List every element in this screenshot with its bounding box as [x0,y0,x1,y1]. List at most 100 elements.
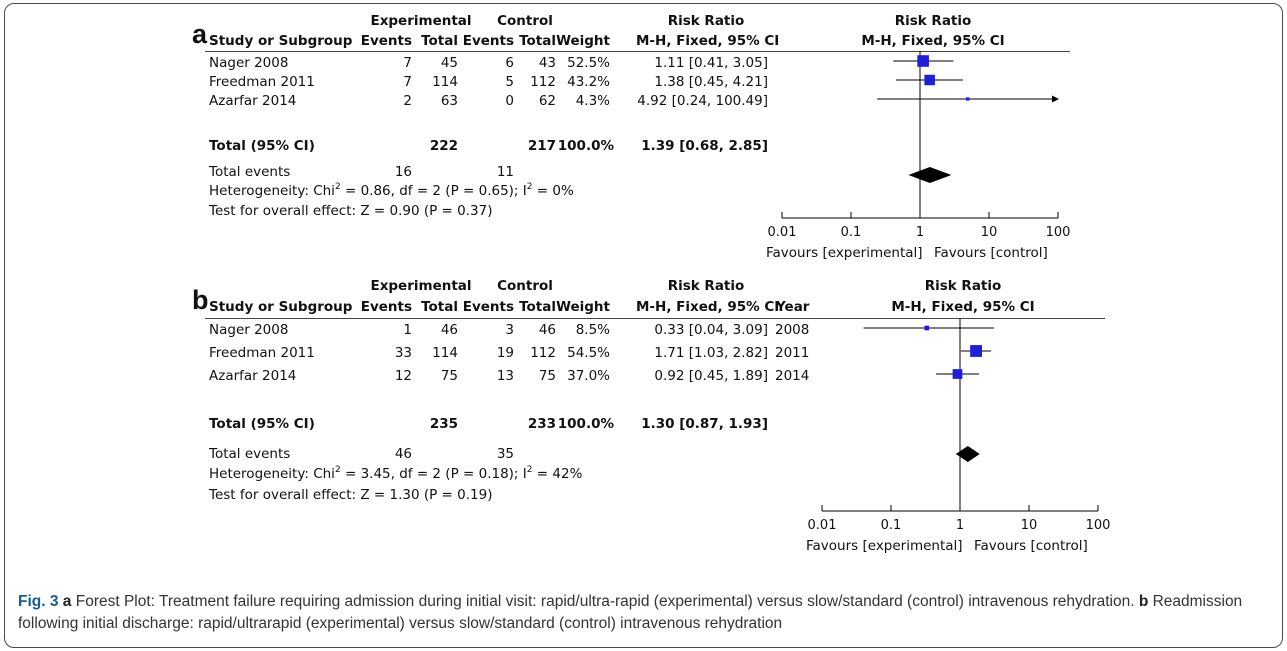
x-tick-label: 100 [1086,518,1111,533]
figure-caption: Fig. 3 a Forest Plot: Treatment failure … [18,591,1268,635]
x-tick-label: 100 [1046,225,1071,240]
study-square [924,325,930,331]
x-tick-label: 10 [1021,518,1038,533]
header-events-exp: Events [360,299,412,315]
exp-events: 1 [403,322,412,338]
favours-control: Favours [control] [974,538,1088,554]
header-rule [205,51,1070,52]
study-name: Freedman 2011 [209,74,315,90]
exp-total: 114 [432,345,458,361]
header-total-ctl: Total [519,299,556,315]
study-name: Nager 2008 [209,322,289,338]
favours-control: Favours [control] [934,245,1048,261]
exp-total: 235 [429,416,458,432]
study-name: Azarfar 2014 [209,93,297,109]
x-tick-label: 1 [956,518,964,533]
header-method: M-H, Fixed, 95% CI [636,33,780,49]
header-total-exp: Total [421,299,458,315]
header-weight: Weight [556,299,610,315]
ctl-total: 75 [538,368,556,384]
total-events-label: Total events [209,164,291,180]
plot-title: Risk Ratio [924,278,1002,294]
overall-effect: Test for overall effect: Z = 0.90 (P = 0… [209,203,493,219]
weight: 100.0% [557,138,614,154]
x-tick-label: 1 [916,225,924,240]
risk-ratio-ci: 0.33 [0.04, 3.09] [654,322,768,338]
caption-text-a: Forest Plot: Treatment failure requiring… [71,593,1139,610]
risk-ratio-ci: 4.92 [0.24, 100.49] [637,93,768,109]
plot-method: M-H, Fixed, 95% CI [861,33,1005,49]
exp-events: 12 [394,368,412,384]
risk-ratio-ci: 1.11 [0.41, 3.05] [654,55,768,71]
total-events-exp: 16 [394,164,412,180]
heterogeneity: Heterogeneity: Chi2 = 0.86, df = 2 (P = … [209,182,574,200]
weight: 8.5% [575,322,610,338]
study-name: Nager 2008 [209,55,289,71]
header-experimental: Experimental [370,13,472,29]
header-rule [205,318,1105,319]
study-name: Azarfar 2014 [209,368,297,384]
header-method: M-H, Fixed, 95% CI [636,299,780,315]
ctl-events: 3 [505,322,514,338]
pooled-diamond [955,446,980,462]
header-control: Control [497,278,553,294]
header-risk-ratio: Risk Ratio [667,278,745,294]
plot-method: M-H, Fixed, 95% CI [891,299,1035,315]
ctl-total: 217 [527,138,556,154]
header-study: Study or Subgroup [209,33,353,49]
weight: 4.3% [575,93,610,109]
header-risk-ratio: Risk Ratio [667,13,745,29]
study-name: Freedman 2011 [209,345,315,361]
ctl-total: 62 [538,93,556,109]
weight: 52.5% [567,55,610,71]
total-events-label: Total events [209,446,291,462]
exp-events: 7 [403,74,412,90]
exp-events: 7 [403,55,412,71]
favours-experimental: Favours [experimental] [766,245,923,261]
study-square [924,74,935,86]
total-label: Total (95% CI) [209,416,315,432]
header-weight: Weight [556,33,610,49]
exp-total: 45 [440,55,458,71]
exp-total: 222 [429,138,458,154]
risk-ratio-ci: 1.30 [0.87, 1.93] [641,416,768,432]
ctl-total: 112 [530,345,556,361]
total-events-ctl: 35 [496,446,514,462]
ctl-events: 0 [505,93,514,109]
caption-label-a: a [62,593,72,610]
risk-ratio-ci: 1.71 [1.03, 2.82] [654,345,768,361]
x-tick-label: 0.1 [841,225,862,240]
overall-effect: Test for overall effect: Z = 1.30 (P = 0… [209,487,493,503]
caption-label-b: b [1138,593,1149,610]
exp-total: 75 [440,368,458,384]
exp-total: 63 [440,93,458,109]
risk-ratio-ci: 1.39 [0.68, 2.85] [641,138,768,154]
heterogeneity: Heterogeneity: Chi2 = 3.45, df = 2 (P = … [209,465,583,483]
ctl-total: 233 [527,416,556,432]
ctl-events: 19 [496,345,514,361]
study-square [952,369,963,379]
x-tick-label: 0.1 [881,518,902,533]
ctl-total: 43 [538,55,556,71]
year: 2011 [775,345,810,361]
header-year: Year [776,299,810,315]
caption-text-b: Readmission following initial discharge:… [18,593,1243,632]
weight: 100.0% [557,416,614,432]
header-control: Control [497,13,553,29]
exp-events: 33 [394,345,412,361]
study-square [966,97,970,101]
header-total-exp: Total [421,33,458,49]
panel-letter-b: b [192,285,209,315]
study-square [970,345,982,357]
year: 2008 [775,322,810,338]
ctl-total: 46 [538,322,556,338]
weight: 43.2% [567,74,610,90]
weight: 37.0% [567,368,610,384]
ctl-total: 112 [530,74,556,90]
header-experimental: Experimental [370,278,472,294]
exp-total: 114 [432,74,458,90]
total-events-exp: 46 [394,446,412,462]
x-tick-label: 0.01 [808,518,837,533]
year: 2014 [775,368,810,384]
